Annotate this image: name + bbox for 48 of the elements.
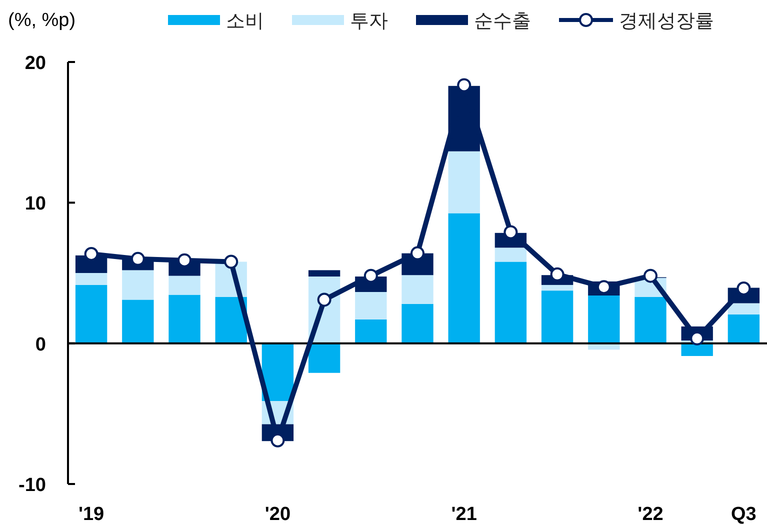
- point: [596, 280, 611, 294]
- bar: [728, 303, 760, 314]
- y-tick-label: 20: [24, 53, 46, 74]
- point: [504, 225, 518, 240]
- bar: [122, 270, 154, 300]
- legend-label: 투자: [350, 11, 388, 32]
- bar: [634, 296, 666, 344]
- bar: [448, 151, 480, 214]
- x-tick-label: '19: [78, 504, 104, 524]
- bar: [355, 319, 387, 344]
- bar: [122, 300, 154, 344]
- legend-label: 경제성장률: [619, 11, 714, 32]
- point: [364, 268, 378, 283]
- point: [224, 254, 238, 269]
- bar: [541, 290, 574, 344]
- point: [550, 267, 564, 282]
- x-tick-label: '20: [264, 504, 291, 524]
- x-tick-label: '21: [451, 504, 478, 524]
- bar: [402, 275, 434, 304]
- bar: [402, 304, 434, 344]
- legend-label: 순수출: [474, 11, 531, 32]
- bar: [494, 248, 527, 262]
- point: [317, 292, 332, 307]
- bar: [308, 270, 340, 277]
- point: [178, 253, 192, 268]
- bar: [541, 284, 574, 291]
- point: [644, 268, 658, 283]
- bar: [355, 292, 387, 320]
- bar: [448, 213, 480, 344]
- point: [270, 433, 285, 448]
- y-axis-title: (%, %p): [8, 10, 76, 31]
- bar: [168, 294, 200, 344]
- legend-label: 소비: [226, 11, 264, 32]
- bar: [494, 262, 527, 344]
- bar: [168, 276, 200, 295]
- point: [410, 246, 424, 260]
- y-tick-label: -10: [18, 475, 46, 496]
- bar: [588, 296, 620, 344]
- bar: [75, 273, 108, 285]
- bar: [75, 284, 108, 344]
- point: [457, 78, 472, 92]
- y-tick-label: 10: [24, 194, 46, 215]
- y-tick-label: 0: [35, 334, 46, 356]
- x-tick-label: '22: [638, 504, 664, 524]
- bar: [728, 314, 760, 344]
- bar: [308, 343, 340, 373]
- x-tick-label: Q3: [731, 504, 756, 524]
- point: [130, 252, 145, 266]
